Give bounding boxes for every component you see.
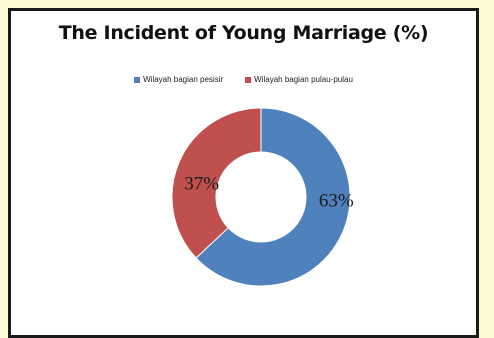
legend-label-pesisir: Wilayah bagian pesisir [143, 75, 224, 84]
data-label-pesisir: 63% [319, 190, 354, 211]
chart-frame: The Incident of Young Marriage (%) Wilay… [8, 8, 479, 338]
legend-item-pulau: Wilayah bagian pulau-pulau [245, 75, 353, 84]
legend-label-pulau: Wilayah bagian pulau-pulau [254, 75, 353, 84]
legend-item-pesisir: Wilayah bagian pesisir [134, 75, 223, 84]
data-label-pulau: 37% [184, 174, 219, 195]
chart-title: The Incident of Young Marriage (%) [58, 22, 429, 44]
legend-swatch-pesisir [134, 76, 141, 83]
slice-pesisir [195, 107, 351, 287]
chart-legend: Wilayah bagian pesisir Wilayah bagian pu… [11, 75, 476, 84]
donut-chart: 63% 37% [171, 107, 354, 287]
slice-pulau [171, 107, 262, 259]
legend-swatch-pulau [245, 76, 252, 83]
